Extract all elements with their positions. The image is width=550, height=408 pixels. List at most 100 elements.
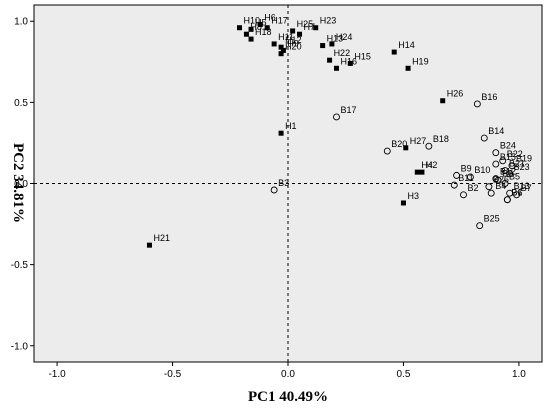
point-marker-h18 bbox=[248, 36, 254, 42]
point-marker-h6 bbox=[257, 21, 263, 27]
point-marker-h11 bbox=[271, 41, 277, 47]
point-label-h2: H2 bbox=[426, 160, 438, 170]
point-marker-b16 bbox=[473, 100, 481, 108]
point-label-h8: H8 bbox=[250, 22, 262, 32]
point-label-b4: B4 bbox=[495, 181, 506, 191]
point-marker-b9 bbox=[453, 171, 461, 179]
point-marker-h19 bbox=[405, 65, 411, 71]
point-marker-b22 bbox=[499, 157, 507, 165]
point-label-h7: H7 bbox=[304, 22, 316, 32]
point-label-b13: B13 bbox=[514, 181, 530, 191]
point-label-h1: H1 bbox=[285, 121, 297, 131]
x-tick-label: 0.0 bbox=[281, 369, 295, 380]
point-marker-b2 bbox=[460, 191, 467, 199]
point-label-b20: B20 bbox=[391, 139, 407, 149]
point-label-h19: H19 bbox=[412, 56, 429, 66]
point-marker-b25 bbox=[476, 222, 484, 230]
point-label-h22: H22 bbox=[334, 48, 351, 58]
point-marker-h21 bbox=[146, 242, 152, 248]
x-tick-label: -0.5 bbox=[164, 369, 182, 380]
y-tick-label: -1.0 bbox=[11, 341, 29, 352]
point-marker-b18 bbox=[425, 142, 433, 150]
x-tick-label: 1.0 bbox=[512, 369, 526, 380]
point-marker-h13 bbox=[320, 43, 326, 49]
point-marker-h17 bbox=[264, 25, 270, 31]
point-label-h18: H18 bbox=[255, 27, 272, 37]
point-marker-b3 bbox=[270, 186, 278, 194]
point-marker-h1 bbox=[278, 130, 284, 136]
point-label-h3: H3 bbox=[407, 191, 419, 201]
point-label-b15: B15 bbox=[500, 152, 516, 162]
point-label-h25: H25 bbox=[297, 19, 314, 29]
point-label-h11: H11 bbox=[278, 32, 294, 42]
x-tick-label: 0.5 bbox=[397, 369, 411, 380]
point-marker-h23 bbox=[313, 25, 319, 31]
point-marker-h5 bbox=[248, 26, 254, 32]
point-label-b5: B5 bbox=[509, 172, 520, 182]
point-label-b1: B1 bbox=[511, 188, 522, 198]
point-marker-h4 bbox=[414, 169, 420, 175]
point-label-b19: B19 bbox=[516, 154, 532, 164]
point-label-h9: H9 bbox=[287, 38, 299, 48]
y-axis-ticks: 1.0 0.5 0.0 -0.5 -1.0 bbox=[11, 17, 34, 352]
point-marker-h12 bbox=[278, 44, 284, 50]
point-label-h12: H12 bbox=[285, 35, 302, 45]
point-label-h13: H13 bbox=[327, 34, 344, 44]
point-label-h21: H21 bbox=[153, 233, 170, 243]
point-marker-b21 bbox=[501, 167, 509, 174]
point-label-b2: B2 bbox=[467, 183, 478, 193]
point-label-b23: B23 bbox=[514, 162, 530, 172]
point-marker-h24 bbox=[329, 41, 335, 47]
point-label-b21: B21 bbox=[509, 159, 525, 169]
point-label-b22: B22 bbox=[507, 149, 523, 159]
point-marker-h20 bbox=[278, 51, 284, 57]
point-marker-b11 bbox=[450, 181, 458, 189]
point-label-h16: H16 bbox=[340, 56, 357, 66]
point-label-h15: H15 bbox=[354, 51, 371, 61]
point-label-b8: B8 bbox=[502, 168, 513, 178]
point-marker-h14 bbox=[391, 49, 397, 55]
point-label-h17: H17 bbox=[271, 16, 288, 26]
point-label-b26: B26 bbox=[493, 175, 509, 185]
point-marker-h2 bbox=[419, 169, 425, 175]
point-label-h23: H23 bbox=[320, 16, 337, 26]
point-label-b24: B24 bbox=[500, 141, 516, 151]
point-marker-h16 bbox=[333, 65, 339, 71]
point-label-b25: B25 bbox=[484, 214, 500, 224]
point-marker-h8 bbox=[243, 31, 249, 37]
point-marker-b14 bbox=[480, 134, 488, 142]
point-label-h6: H6 bbox=[264, 12, 276, 22]
x-axis-title: PC1 40.49% bbox=[248, 389, 328, 405]
point-label-b11: B11 bbox=[458, 173, 473, 183]
point-marker-b23 bbox=[506, 170, 514, 178]
point-marker-b24 bbox=[492, 149, 500, 157]
point-label-b10: B10 bbox=[474, 165, 490, 175]
point-label-h24: H24 bbox=[336, 32, 353, 42]
y-tick-label: 0.5 bbox=[14, 98, 28, 109]
point-marker-b6 bbox=[503, 196, 511, 204]
point-label-h4: H4 bbox=[421, 160, 433, 170]
point-label-h20: H20 bbox=[285, 42, 302, 52]
point-label-h26: H26 bbox=[447, 89, 464, 99]
point-label-b17: B17 bbox=[340, 105, 356, 115]
point-marker-h26 bbox=[440, 98, 446, 104]
y-axis-title: PC2 34.81% bbox=[10, 143, 26, 223]
point-label-b3: B3 bbox=[278, 178, 289, 188]
point-marker-h9 bbox=[280, 47, 286, 53]
data-points: H1H2H3H4H5H6H7H8H9H10H11H12H13H14H15H16H… bbox=[146, 12, 532, 248]
point-marker-h22 bbox=[327, 57, 333, 63]
point-marker-b19 bbox=[508, 162, 516, 170]
point-label-h10: H10 bbox=[244, 16, 261, 26]
point-marker-h7 bbox=[297, 31, 303, 37]
point-marker-b10 bbox=[466, 173, 474, 181]
point-marker-h10 bbox=[237, 25, 243, 31]
point-marker-b7 bbox=[513, 191, 521, 199]
point-marker-b26 bbox=[485, 183, 493, 191]
point-marker-h15 bbox=[347, 60, 353, 66]
x-axis-ticks: -1.0 -0.5 0.0 0.5 1.0 bbox=[48, 362, 526, 380]
point-marker-h27 bbox=[403, 145, 409, 151]
point-label-b6: B6 bbox=[511, 188, 522, 198]
point-marker-b20 bbox=[383, 147, 391, 155]
point-label-h14: H14 bbox=[398, 40, 415, 50]
